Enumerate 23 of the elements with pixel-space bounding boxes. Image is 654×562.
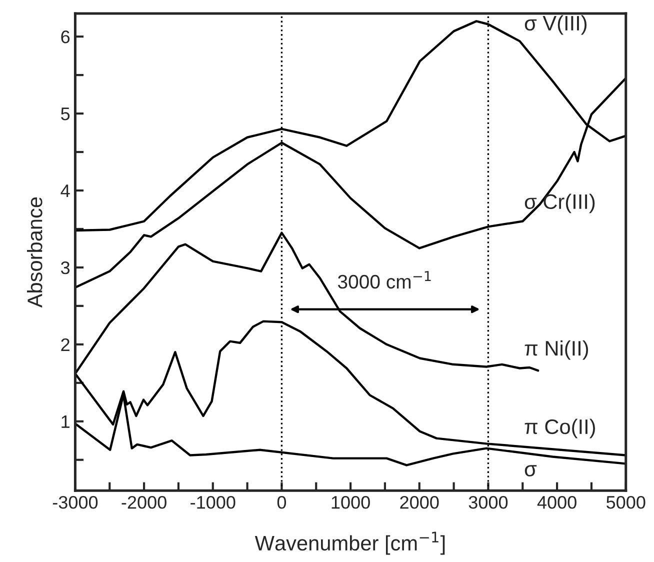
y-tick-label: 4 (60, 184, 70, 198)
y-tick-label: 2 (61, 338, 70, 351)
series-label: σ (524, 465, 537, 476)
x-tick-label: 4000 (537, 496, 576, 509)
y-tick-label: 1 (62, 415, 70, 428)
series-label: σ Cr(III) (524, 194, 595, 214)
x-tick-label: -2000 (122, 496, 166, 509)
annotation: 3000 cm$^{−1}$ (338, 271, 431, 289)
series-label: σ V(III) (524, 15, 587, 35)
x-tick-label: 2000 (400, 496, 439, 509)
series-label: π Co(II) (524, 418, 595, 438)
x-tick-label: 0 (277, 496, 286, 509)
y-axis-title: Absorbance (27, 197, 42, 308)
y-tick-label: 3 (60, 261, 70, 274)
x-tick-label: 3000 (468, 496, 508, 509)
x-tick-label: 1000 (332, 496, 370, 509)
series-label: π Ni(II) (524, 340, 588, 360)
x-axis-title: Wavenumber [cm$^{−1}$] (254, 532, 445, 555)
y-tick-label: 5 (61, 108, 70, 120)
x-tick-label: -1000 (190, 496, 236, 509)
y-tick-label: 6 (61, 30, 70, 44)
x-tick-label: -3000 (52, 496, 98, 509)
x-tick-label: 5000 (606, 496, 646, 509)
